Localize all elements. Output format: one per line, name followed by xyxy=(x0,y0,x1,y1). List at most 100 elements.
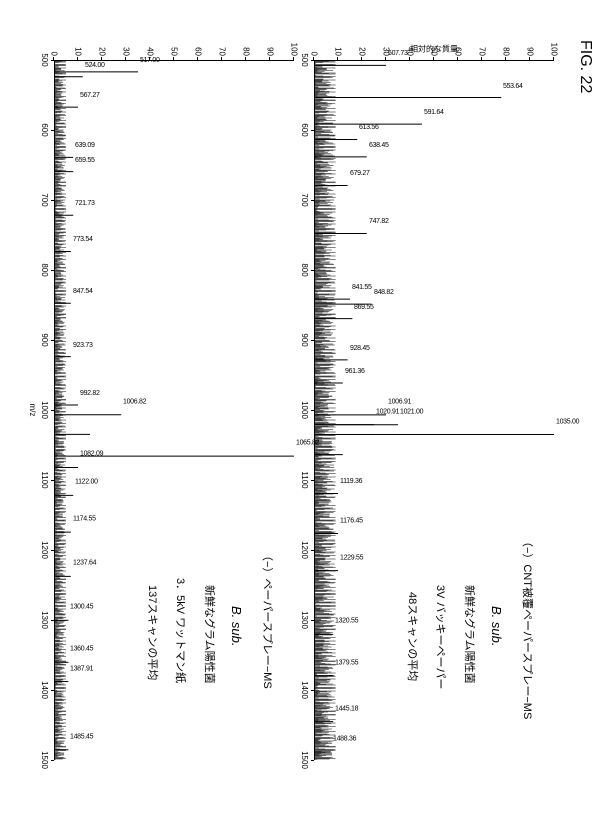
x-tick-label: 1100 xyxy=(300,471,309,488)
peak-label: 747.82 xyxy=(369,219,389,226)
x-tick-label: 700 xyxy=(40,193,49,206)
y-tick-label: 100 xyxy=(550,32,559,56)
peak-label: 1174.55 xyxy=(73,516,96,523)
plot-annotation: 3V バッキーペーパー xyxy=(432,585,449,689)
peak-label: 679.27 xyxy=(350,171,370,178)
y-tick-mark xyxy=(173,57,174,60)
peak-label: 992.82 xyxy=(80,390,100,397)
spectrum-plot-bottom: m/z 010203040506070809010050060070080090… xyxy=(54,60,294,760)
x-tick-label: 1500 xyxy=(40,751,49,769)
x-tick-mark xyxy=(51,60,54,61)
x-tick-label: 1000 xyxy=(40,401,49,419)
x-axis-label: m/z xyxy=(28,404,37,417)
x-tick-label: 600 xyxy=(40,123,49,136)
x-tick-mark xyxy=(51,130,54,131)
x-tick-mark xyxy=(311,690,314,691)
x-tick-label: 900 xyxy=(300,333,309,346)
x-tick-mark xyxy=(51,550,54,551)
peak-label: 1300.45 xyxy=(70,604,93,611)
x-tick-mark xyxy=(51,270,54,271)
y-tick-label: 90 xyxy=(526,32,535,56)
x-tick-label: 1400 xyxy=(300,681,309,699)
x-tick-mark xyxy=(51,760,54,761)
x-tick-label: 500 xyxy=(40,53,49,66)
peak-label: 1035.00 xyxy=(556,418,579,425)
y-tick-label: 20 xyxy=(358,32,367,56)
y-tick-label: 0 xyxy=(310,32,319,56)
y-tick-mark xyxy=(77,57,78,60)
y-tick-label: 20 xyxy=(98,32,107,56)
x-tick-label: 700 xyxy=(300,193,309,206)
y-tick-mark xyxy=(385,57,386,60)
plot-annotation: 3．5kV ワットマン紙 xyxy=(172,578,189,683)
peak-label: 923.73 xyxy=(73,342,93,349)
y-tick-label: 10 xyxy=(334,32,343,56)
plot-annotation: 新鮮なグラム陽性菌 xyxy=(201,585,218,684)
y-tick-mark xyxy=(269,57,270,60)
peak-label: 1020.91 xyxy=(376,408,399,415)
y-tick-mark xyxy=(245,57,246,60)
plot-annotation: B. sub. xyxy=(227,606,247,646)
y-tick-label: 80 xyxy=(242,32,251,56)
y-tick-label: 100 xyxy=(290,32,299,56)
x-tick-mark xyxy=(311,60,314,61)
y-tick-label: 0 xyxy=(50,32,59,56)
x-tick-label: 900 xyxy=(40,333,49,346)
peak-label: 1021.00 xyxy=(400,408,423,415)
y-tick-mark xyxy=(433,57,434,60)
y-tick-mark xyxy=(337,57,338,60)
peak-label: 639.09 xyxy=(75,143,95,150)
x-tick-mark xyxy=(311,550,314,551)
y-tick-mark xyxy=(457,57,458,60)
peak-label: 507.73 xyxy=(388,51,408,58)
y-tick-mark xyxy=(101,57,102,60)
y-tick-label: 80 xyxy=(502,32,511,56)
figure-title: FIG. 22 xyxy=(576,40,594,93)
y-tick-label: 50 xyxy=(430,32,439,56)
x-tick-mark xyxy=(311,620,314,621)
y-tick-mark xyxy=(529,57,530,60)
x-tick-label: 600 xyxy=(300,123,309,136)
peak-label: 524.00 xyxy=(85,62,105,69)
peak-label: 773.54 xyxy=(73,237,93,244)
peak-label: 928.45 xyxy=(350,345,370,352)
peak-label: 613.56 xyxy=(359,125,379,132)
x-tick-label: 1500 xyxy=(300,751,309,769)
x-tick-label: 1200 xyxy=(300,541,309,559)
peak-label: 1485.45 xyxy=(70,733,93,740)
y-tick-mark xyxy=(125,57,126,60)
x-tick-mark xyxy=(311,340,314,341)
peak-label: 659.55 xyxy=(75,157,95,164)
x-tick-mark xyxy=(311,760,314,761)
peak-label: 1176.45 xyxy=(340,517,363,524)
plot-annotation: 新鮮なグラム陽性菌 xyxy=(461,585,478,684)
peak-label: 1488.36 xyxy=(333,735,356,742)
peak-label: 591.64 xyxy=(424,109,444,116)
peak-label: 638.45 xyxy=(369,142,389,149)
peak-label: 1006.82 xyxy=(123,398,146,405)
x-tick-label: 1300 xyxy=(300,611,309,629)
peak-label: 721.73 xyxy=(75,200,95,207)
y-tick-label: 60 xyxy=(454,32,463,56)
x-tick-label: 1300 xyxy=(40,611,49,629)
x-tick-label: 800 xyxy=(40,263,49,276)
y-tick-mark xyxy=(553,57,554,60)
x-tick-mark xyxy=(311,410,314,411)
plot-annotation: （−）CNT被覆ペーパースプレー−MS xyxy=(518,536,535,719)
x-tick-label: 1200 xyxy=(40,541,49,559)
peak-label: 1379.55 xyxy=(335,659,358,666)
peak-label: 567.27 xyxy=(80,92,100,99)
x-tick-label: 800 xyxy=(300,263,309,276)
peak-label: 517.00 xyxy=(140,57,160,64)
x-tick-label: 500 xyxy=(300,53,309,66)
peak-label: 1082.09 xyxy=(80,451,103,458)
y-tick-label: 70 xyxy=(478,32,487,56)
x-tick-mark xyxy=(311,480,314,481)
y-tick-mark xyxy=(481,57,482,60)
x-tick-label: 1000 xyxy=(300,401,309,419)
plot-annotation: （−）ペーパースプレー−MS xyxy=(258,550,275,689)
x-tick-mark xyxy=(51,340,54,341)
y-tick-label: 90 xyxy=(266,32,275,56)
peak-label: 1229.55 xyxy=(340,554,363,561)
peak-label: 1320.55 xyxy=(335,618,358,625)
